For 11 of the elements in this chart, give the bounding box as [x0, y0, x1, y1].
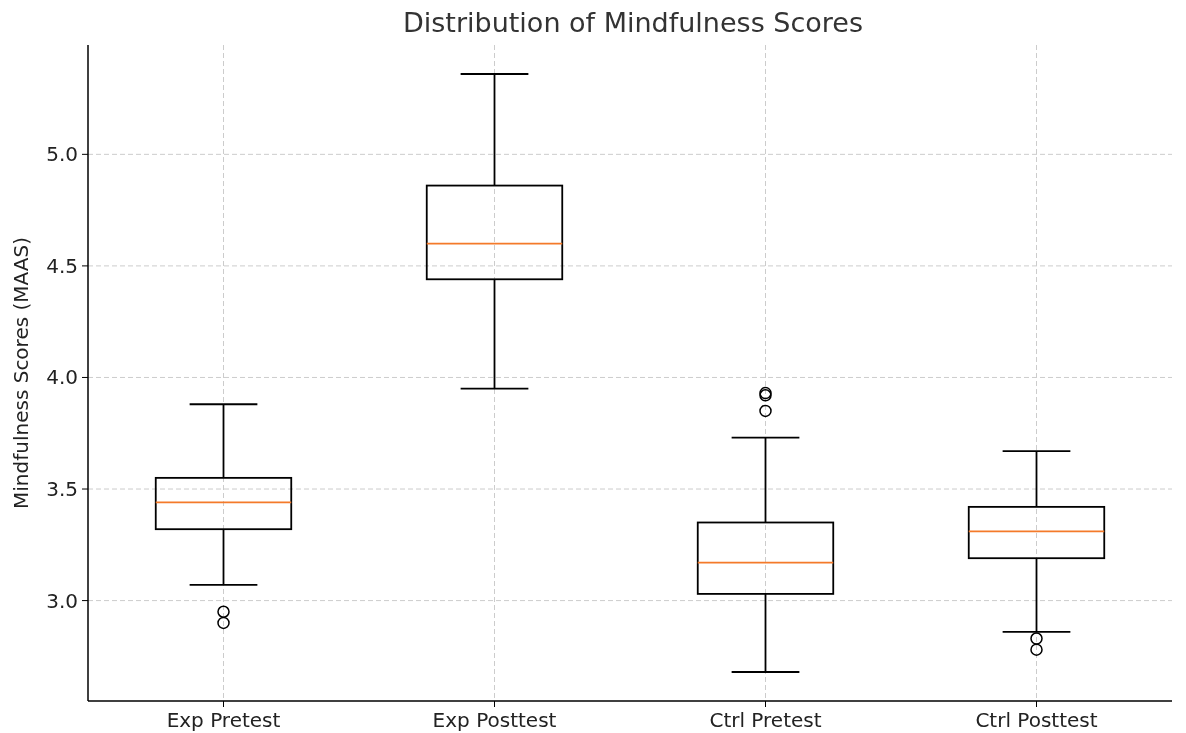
x-tick-label: Ctrl Pretest	[709, 708, 822, 732]
y-tick-label: 3.5	[46, 477, 78, 502]
x-tick-label: Ctrl Posttest	[975, 708, 1098, 732]
x-tick-label: Exp Pretest	[166, 708, 281, 732]
y-axis-title: Mindfulness Scores (MAAS)	[9, 237, 33, 509]
chart-title: Distribution of Mindfulness Scores	[402, 7, 864, 38]
y-tick-label: 4.5	[46, 253, 78, 278]
y-tick-label: 3.0	[46, 588, 78, 613]
y-tick-label: 4.0	[46, 365, 78, 390]
x-tick-label: Exp Posttest	[432, 708, 557, 732]
y-tick-label: 5.0	[46, 142, 78, 167]
